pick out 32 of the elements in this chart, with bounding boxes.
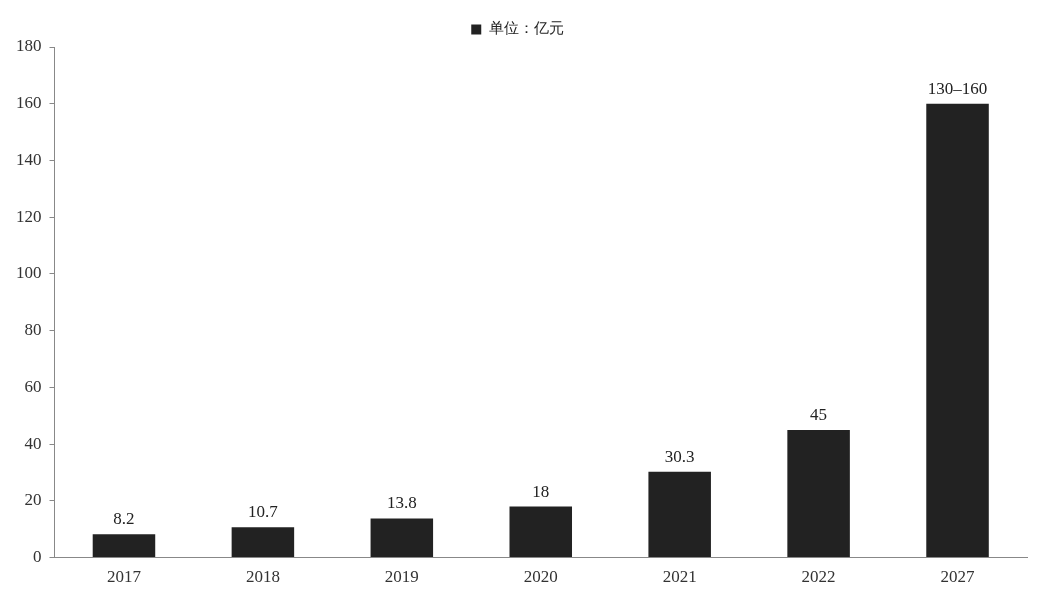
data-label: 130–160 — [927, 78, 988, 98]
bar — [648, 471, 711, 558]
data-label: 45 — [810, 404, 828, 424]
y-tick-label: 140 — [16, 149, 42, 169]
x-tick-label: 2020 — [523, 567, 558, 587]
data-label: 18 — [532, 481, 550, 501]
x-tick-label: 2018 — [245, 567, 280, 587]
data-label: 13.8 — [386, 493, 417, 513]
y-tick-label: 20 — [24, 490, 42, 510]
bar — [509, 506, 573, 558]
legend-label: 单位：亿元 — [488, 19, 564, 38]
y-tick-label: 160 — [16, 93, 42, 113]
x-tick-label: 2027 — [940, 567, 976, 587]
y-tick-label: 120 — [16, 206, 42, 226]
bar — [231, 527, 295, 558]
y-tick-label: 80 — [24, 320, 42, 340]
y-tick-label: 40 — [24, 433, 42, 453]
bar — [370, 518, 434, 558]
y-tick-label: 100 — [16, 263, 42, 283]
data-label: 8.2 — [113, 509, 135, 529]
y-tick-label: 60 — [24, 376, 42, 396]
x-tick-label: 2021 — [662, 567, 697, 587]
x-tick-label: 2019 — [384, 567, 419, 587]
bar — [787, 429, 850, 558]
y-tick-label: 0 — [33, 547, 42, 567]
y-tick-label: 180 — [16, 36, 42, 56]
x-tick-label: 2017 — [106, 567, 142, 587]
bar — [926, 103, 989, 558]
x-tick-label: 2022 — [801, 567, 836, 587]
data-label: 10.7 — [248, 502, 279, 522]
data-label: 30.3 — [664, 446, 695, 466]
bar — [92, 534, 156, 558]
